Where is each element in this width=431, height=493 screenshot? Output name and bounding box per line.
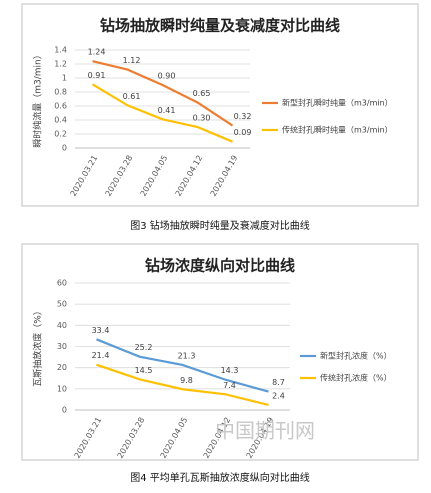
chart-title: 钻场抽放瞬时纯量及衰减度对比曲线 (100, 17, 340, 35)
y-tick-label: 60 (57, 279, 67, 288)
data-label: 21.3 (178, 351, 196, 360)
chart-title: 钻场浓度纵向对比曲线 (145, 257, 295, 275)
legend-label: 新型封孔瞬时纯量（m3/min） (282, 98, 393, 108)
data-label: 14.5 (135, 366, 153, 375)
data-label: 0.61 (123, 92, 141, 101)
data-label: 0.41 (158, 106, 176, 115)
y-axis-label: 瓦斯抽放浓度（%） (32, 306, 44, 387)
data-label: 0.91 (88, 71, 106, 80)
y-tick-label: 1 (62, 74, 67, 83)
data-label: 33.4 (92, 326, 110, 335)
data-line (91, 83, 233, 143)
data-label: 7.4 (223, 381, 236, 390)
data-line (96, 338, 269, 393)
data-label: 9.8 (180, 376, 193, 385)
data-label: 0.65 (193, 89, 211, 98)
data-label: 0.30 (193, 114, 211, 123)
y-tick-label: 1.2 (54, 60, 67, 69)
legend-label: 新型封孔浓度（%） (320, 351, 392, 361)
data-label: 0.32 (234, 112, 252, 121)
data-label: 1.24 (88, 48, 106, 57)
data-label: 2.4 (272, 391, 285, 400)
data-line (92, 60, 234, 127)
y-tick-label: 10 (57, 384, 67, 393)
data-label: 0.09 (234, 128, 252, 137)
data-label: 8.7 (272, 378, 285, 387)
legend-label: 传统封孔浓度（%） (320, 373, 392, 383)
y-tick-label: 0.2 (54, 130, 67, 139)
y-tick-label: 30 (57, 342, 67, 351)
data-label: 21.4 (92, 351, 110, 360)
y-tick-label: 20 (57, 363, 67, 372)
chart-frame (21, 3, 419, 207)
y-tick-label: 0.8 (54, 88, 67, 97)
data-label: 1.12 (123, 56, 141, 65)
y-tick-label: 0.4 (54, 116, 67, 125)
y-axis-label: 瞬时纯流量（m3/min） (32, 50, 44, 148)
y-tick-label: 50 (57, 300, 67, 309)
chart-frame (21, 243, 419, 461)
y-tick-label: 0 (62, 144, 67, 153)
y-tick-label: 1.4 (54, 46, 67, 55)
data-label: 25.2 (135, 343, 153, 352)
y-tick-label: 0.6 (54, 102, 67, 111)
data-label: 0.90 (158, 72, 176, 81)
figure-caption: 图4 平均单孔瓦斯抽放浓度纵向对比曲线 (130, 471, 310, 484)
y-tick-label: 40 (57, 321, 67, 330)
data-line (96, 363, 269, 406)
watermark: 中国期刊网 (215, 419, 315, 443)
figure-caption: 图3 钻场抽放瞬时纯量及衰减度对比曲线 (130, 219, 310, 232)
y-tick-label: 0 (62, 406, 67, 415)
data-label: 14.3 (221, 366, 239, 375)
legend-label: 传统封孔瞬时纯量（m3/min） (282, 125, 393, 135)
